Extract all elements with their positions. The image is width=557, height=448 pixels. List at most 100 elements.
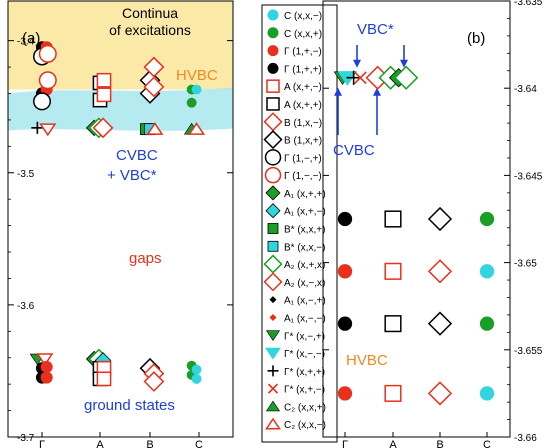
legend: C (x,x,−) C (x,x,+) Γ (1,+,−) Γ (1,+,+) A (x…	[261, 4, 338, 443]
y-tick-label: -3.645	[514, 171, 543, 182]
data-point	[143, 76, 165, 98]
legend-label: Γ* (x,+,−)	[284, 385, 325, 396]
data-point	[38, 44, 57, 63]
legend-marker	[267, 223, 279, 234]
legend-label: Γ (1,+,+)	[284, 64, 322, 75]
data-point	[337, 211, 353, 227]
legend-label: C (x,x,+)	[284, 29, 322, 40]
data-point	[191, 84, 202, 95]
hvbc-label-a: HVBC	[176, 67, 218, 84]
panel-b-axis-ticks: -3.635 -3.64 -3.645 -3.65 -3.655 -3.66 Γ A B C	[323, 0, 543, 448]
data-point	[187, 122, 206, 135]
panel-a-axis-ticks: Γ A B C -3.4 -3.5 -3.6 -3.7	[8, 37, 233, 448]
legend-label: Γ (1,−,−)	[284, 171, 322, 182]
data-point	[38, 71, 57, 90]
ground-states-label: ground states	[84, 397, 175, 414]
data-point	[191, 364, 202, 375]
panel-a-label: (a)	[22, 30, 40, 47]
cvbc-band	[8, 87, 233, 131]
x-tick-label: Γ	[39, 439, 45, 448]
legend-marker	[269, 313, 277, 321]
y-tick-label: -3.65	[514, 259, 537, 270]
legend-marker	[267, 62, 279, 74]
legend-label: Γ (1,−,+)	[284, 153, 322, 164]
legend-label: A (x,+,−)	[284, 82, 322, 93]
data-point	[346, 70, 361, 85]
legend-marker	[265, 330, 281, 341]
legend-label: Γ* (x,+,+)	[284, 367, 325, 378]
data-point	[146, 122, 164, 135]
x-tick-label: C	[195, 439, 203, 448]
x-tick-label: B	[436, 439, 443, 448]
legend-marker	[264, 149, 282, 166]
legend-label: Γ (1,+,−)	[284, 47, 322, 58]
legend-label: Γ* (x,−,+)	[284, 331, 325, 342]
legend-label: B* (x,x,+)	[284, 225, 325, 236]
hvbc-label-b: HVBC	[346, 352, 388, 369]
legend-label: Γ* (x,−,−)	[284, 349, 325, 360]
y-tick-label: -3.635	[514, 0, 543, 8]
legend-marker	[267, 9, 279, 21]
data-point	[427, 311, 453, 336]
data-point	[479, 211, 495, 227]
x-tick-label: Γ	[342, 439, 348, 448]
legend-marker	[265, 347, 281, 360]
y-tick-label: -3.64	[514, 84, 537, 95]
cvbc-label-a: CVBC	[116, 147, 158, 164]
legend-label: C (x,x,−)	[284, 11, 322, 22]
panel-b: -3.635 -3.64 -3.645 -3.65 -3.655 -3.66 Γ A B C (b…	[322, 0, 543, 448]
legend-label: A₂ (x,−,x)	[284, 278, 325, 289]
gaps-label: gaps	[129, 250, 162, 267]
data-point	[353, 71, 367, 85]
panel-a-points	[29, 41, 206, 392]
data-point	[143, 56, 165, 78]
data-point	[96, 87, 112, 103]
cvbc-arrow-1-head	[334, 87, 342, 96]
legend-label: A₂ (x,+,x)	[284, 260, 325, 271]
legend-marker	[263, 272, 283, 292]
y-tick-label: -3.4	[17, 37, 35, 48]
legend-label: B (1,x,+)	[284, 136, 322, 147]
vbc-label-b: VBC*	[357, 21, 394, 38]
data-point	[384, 210, 402, 228]
legend-marker	[266, 97, 280, 111]
legend-marker	[265, 203, 281, 219]
legend-marker	[267, 240, 279, 252]
data-point	[96, 72, 112, 88]
data-point	[40, 371, 53, 384]
legend-frame	[261, 4, 338, 443]
cvbc-label-b: CVBC	[333, 142, 375, 159]
legend-marker	[267, 27, 279, 39]
legend-marker	[264, 166, 282, 184]
vbc-arrow-1-head	[353, 59, 361, 68]
data-point	[479, 264, 495, 279]
y-tick-label: -3.6	[17, 301, 35, 312]
legend-label: A₁ (x,+,−)	[284, 207, 326, 218]
continua-line1: Continua	[122, 5, 178, 21]
legend-label: A (x,+,+)	[284, 100, 322, 111]
data-point	[394, 65, 419, 90]
legend-marker	[263, 129, 283, 150]
data-point	[96, 371, 112, 387]
legend-marker	[267, 45, 279, 57]
x-tick-label: C	[483, 439, 491, 448]
data-point	[31, 121, 44, 134]
legend-marker	[265, 185, 281, 201]
data-point	[384, 315, 402, 333]
panel-b-arrows	[334, 45, 408, 135]
x-tick-label: A	[389, 439, 397, 448]
x-tick-label: A	[96, 439, 104, 448]
data-point	[479, 316, 495, 331]
legend-marker	[265, 417, 281, 430]
data-point	[191, 373, 202, 384]
legend-label: C₂ (x,x,−)	[284, 420, 326, 431]
data-point	[427, 206, 453, 232]
y-tick-label: -3.655	[514, 346, 543, 357]
legend-marker	[267, 383, 279, 394]
legend-label: B* (x,x,−)	[284, 242, 325, 253]
data-point	[143, 371, 165, 392]
data-point	[92, 117, 114, 139]
data-point	[36, 353, 54, 367]
data-point	[39, 123, 57, 137]
